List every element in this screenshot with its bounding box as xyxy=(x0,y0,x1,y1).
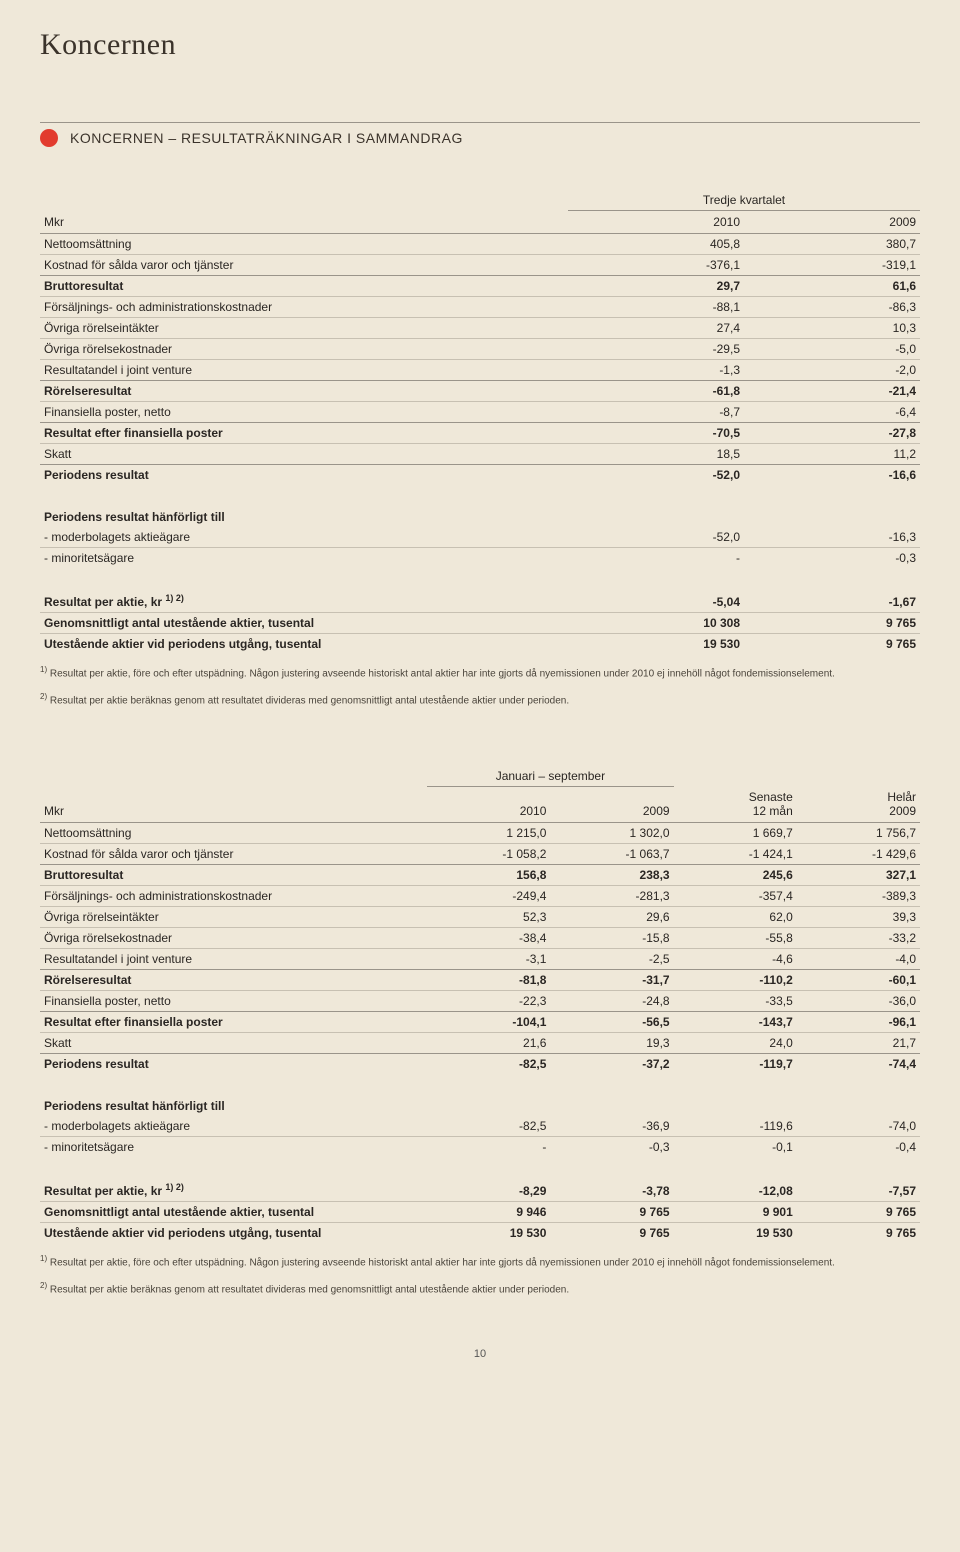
table-row: Resultatandel i joint venture-3,1-2,5-4,… xyxy=(40,949,920,970)
page-number: 10 xyxy=(40,1348,920,1360)
table-row: - minoritetsägare--0,3 xyxy=(40,548,920,569)
table-row: Genomsnittligt antal utestående aktier, … xyxy=(40,613,920,634)
col-2010: 2010 xyxy=(568,211,744,234)
table-row: Bruttoresultat29,761,6 xyxy=(40,276,920,297)
table-row: - moderbolagets aktieägare-82,5-36,9-119… xyxy=(40,1116,920,1137)
table-row: Övriga rörelseintäkter27,410,3 xyxy=(40,318,920,339)
section-header: KONCERNEN – RESULTATRÄKNINGAR I SAMMANDR… xyxy=(40,122,920,147)
footnote-2: 2) Resultat per aktie beräknas genom att… xyxy=(40,691,920,708)
table2-period-label: Januari – september xyxy=(427,751,673,787)
table-row: - minoritetsägare--0,3-0,1-0,4 xyxy=(40,1137,920,1158)
table-row: Finansiella poster, netto-22,3-24,8-33,5… xyxy=(40,991,920,1012)
footnote-1: 1) Resultat per aktie, före och efter ut… xyxy=(40,664,920,681)
col-helar: Helår2009 xyxy=(797,786,920,823)
table-row: Kostnad för sålda varor och tjänster-376… xyxy=(40,255,920,276)
table-row: Finansiella poster, netto-8,7-6,4 xyxy=(40,402,920,423)
table1-super-header: Tredje kvartalet xyxy=(40,175,920,211)
income-statement-jan-sep: Januari – september Mkr 2010 2009 Senast… xyxy=(40,751,920,1298)
table-row: Kostnad för sålda varor och tjänster-1 0… xyxy=(40,844,920,865)
table-row: Resultat efter finansiella poster-104,1-… xyxy=(40,1012,920,1033)
col-2009: 2009 xyxy=(550,786,673,823)
table-row: Periodens resultat hänförligt till xyxy=(40,1096,920,1116)
table-row: Resultat efter finansiella poster-70,5-2… xyxy=(40,423,920,444)
table-row: Skatt18,511,2 xyxy=(40,444,920,465)
page-title: Koncernen xyxy=(40,28,920,62)
table-row: Utestående aktier vid periodens utgång, … xyxy=(40,634,920,655)
section-dot-icon xyxy=(40,129,58,147)
col-2009: 2009 xyxy=(744,211,920,234)
table-row: Nettoomsättning405,8380,7 xyxy=(40,234,920,255)
col-2010: 2010 xyxy=(427,786,550,823)
table-row: Rörelseresultat-81,8-31,7-110,2-60,1 xyxy=(40,970,920,991)
table-row: Resultat per aktie, kr 1) 2) -5,04-1,67 xyxy=(40,590,920,613)
table2-header-row: Mkr 2010 2009 Senaste12 mån Helår2009 xyxy=(40,786,920,823)
table1-period-label: Tredje kvartalet xyxy=(568,175,920,211)
table-row: Bruttoresultat156,8238,3245,6327,1 xyxy=(40,865,920,886)
table-row: Resultat per aktie, kr 1) 2) -8,29-3,78-… xyxy=(40,1179,920,1202)
table-row: Övriga rörelsekostnader-38,4-15,8-55,8-3… xyxy=(40,928,920,949)
table-row: Övriga rörelseintäkter52,329,662,039,3 xyxy=(40,907,920,928)
table-row: Periodens resultat-82,5-37,2-119,7-74,4 xyxy=(40,1054,920,1075)
table-row: Periodens resultat-52,0-16,6 xyxy=(40,465,920,486)
footnote-1b: 1) Resultat per aktie, före och efter ut… xyxy=(40,1253,920,1270)
table-row: Rörelseresultat-61,8-21,4 xyxy=(40,381,920,402)
table2-super-header: Januari – september xyxy=(40,751,920,787)
table1-header-row: Mkr 2010 2009 xyxy=(40,211,920,234)
table-row: Försäljnings- och administrationskostnad… xyxy=(40,886,920,907)
income-statement-q3: Tredje kvartalet Mkr 2010 2009 Nettoomsä… xyxy=(40,175,920,709)
col-senaste: Senaste12 mån xyxy=(674,786,797,823)
table-row: Utestående aktier vid periodens utgång, … xyxy=(40,1223,920,1244)
table-row: Genomsnittligt antal utestående aktier, … xyxy=(40,1202,920,1223)
table-row: Skatt21,619,324,021,7 xyxy=(40,1033,920,1054)
section-title: KONCERNEN – RESULTATRÄKNINGAR I SAMMANDR… xyxy=(70,130,463,146)
col-mkr: Mkr xyxy=(40,786,427,823)
table-row: Nettoomsättning1 215,01 302,01 669,71 75… xyxy=(40,823,920,844)
footnote-2b: 2) Resultat per aktie beräknas genom att… xyxy=(40,1280,920,1297)
col-mkr: Mkr xyxy=(40,211,568,234)
table-row: Resultatandel i joint venture-1,3-2,0 xyxy=(40,360,920,381)
table-row: Övriga rörelsekostnader-29,5-5,0 xyxy=(40,339,920,360)
table-row: Försäljnings- och administrationskostnad… xyxy=(40,297,920,318)
table-row: - moderbolagets aktieägare-52,0-16,3 xyxy=(40,527,920,548)
table-row: Periodens resultat hänförligt till xyxy=(40,507,920,527)
